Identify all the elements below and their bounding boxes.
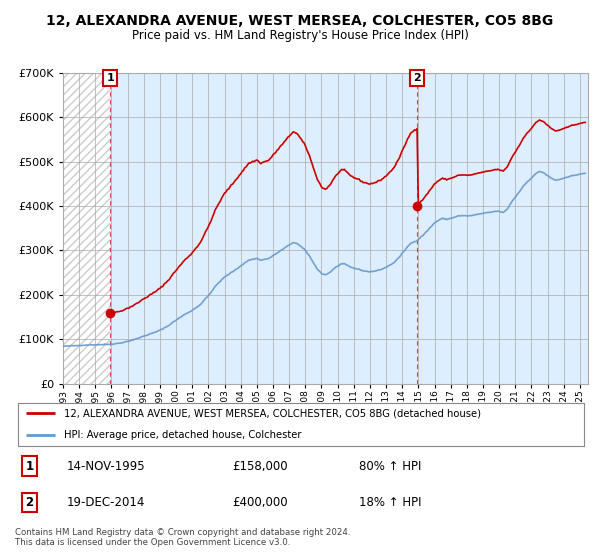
Text: 80% ↑ HPI: 80% ↑ HPI xyxy=(359,460,421,473)
Text: 14-NOV-1995: 14-NOV-1995 xyxy=(67,460,145,473)
Text: 12, ALEXANDRA AVENUE, WEST MERSEA, COLCHESTER, CO5 8BG (detached house): 12, ALEXANDRA AVENUE, WEST MERSEA, COLCH… xyxy=(64,408,481,418)
Text: 2: 2 xyxy=(25,496,34,509)
Text: Contains HM Land Registry data © Crown copyright and database right 2024.
This d: Contains HM Land Registry data © Crown c… xyxy=(15,528,350,547)
Text: £400,000: £400,000 xyxy=(233,496,289,509)
Text: 1: 1 xyxy=(25,460,34,473)
Text: 2: 2 xyxy=(413,73,421,83)
Text: 19-DEC-2014: 19-DEC-2014 xyxy=(67,496,145,509)
Text: 18% ↑ HPI: 18% ↑ HPI xyxy=(359,496,421,509)
Text: HPI: Average price, detached house, Colchester: HPI: Average price, detached house, Colc… xyxy=(64,430,301,440)
FancyBboxPatch shape xyxy=(18,403,584,446)
Text: £158,000: £158,000 xyxy=(233,460,289,473)
Text: 1: 1 xyxy=(106,73,114,83)
Text: Price paid vs. HM Land Registry's House Price Index (HPI): Price paid vs. HM Land Registry's House … xyxy=(131,29,469,42)
Text: 12, ALEXANDRA AVENUE, WEST MERSEA, COLCHESTER, CO5 8BG: 12, ALEXANDRA AVENUE, WEST MERSEA, COLCH… xyxy=(46,14,554,28)
